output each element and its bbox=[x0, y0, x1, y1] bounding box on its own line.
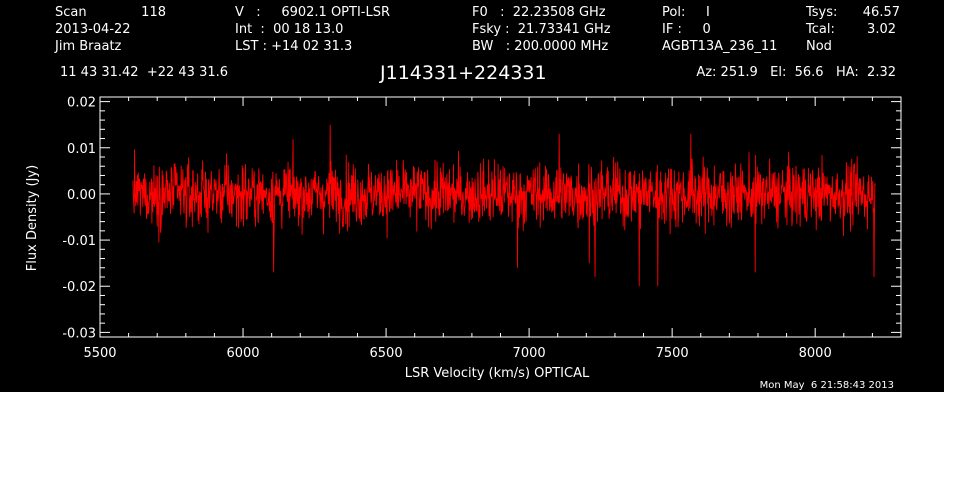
observer-name: Jim Braatz bbox=[55, 39, 122, 54]
y-tick-label: 0.00 bbox=[67, 188, 96, 203]
y-tick-label: -0.01 bbox=[62, 234, 96, 249]
y-tick-label: -0.03 bbox=[62, 326, 96, 341]
if-line: IF : 0 bbox=[662, 22, 711, 37]
bandwidth-line: BW : 200.0000 MHz bbox=[472, 39, 609, 54]
y-tick-label: 0.01 bbox=[67, 142, 96, 157]
source-coordinates: 11 43 31.42 +22 43 31.6 bbox=[60, 65, 229, 80]
lst-line: LST : +14 02 31.3 bbox=[235, 39, 353, 54]
x-tick-label: 6500 bbox=[370, 346, 403, 361]
tcal-value: 3.02 bbox=[867, 22, 896, 37]
plot-timestamp: Mon May 6 21:58:43 2013 bbox=[759, 380, 894, 391]
tsys-label: Tsys: bbox=[806, 5, 838, 20]
series-layer bbox=[132, 124, 876, 287]
label-layer: 5500 6000 6500 7000 7500 8000 0.02 0.01 0.00 -0.0… bbox=[62, 96, 831, 361]
integration-line: Int : 00 18 13.0 bbox=[235, 22, 344, 37]
tcal-label: Tcal: bbox=[806, 22, 835, 37]
x-tick-label: 8000 bbox=[799, 346, 832, 361]
tsys-value: 46.57 bbox=[862, 5, 900, 20]
spectrum-series-line bbox=[132, 124, 876, 287]
scan-label: Scan bbox=[55, 5, 87, 20]
x-tick-label: 7000 bbox=[513, 346, 546, 361]
polarization-line: Pol: I bbox=[662, 5, 710, 20]
y-tick-label: 0.02 bbox=[67, 96, 96, 111]
scan-value: 118 bbox=[141, 5, 166, 20]
y-axis-title: Flux Density (Jy) bbox=[25, 165, 40, 271]
rest-frequency-line: F0 : 22.23508 GHz bbox=[472, 5, 606, 20]
x-tick-label: 7500 bbox=[656, 346, 689, 361]
az-el-ha: Az: 251.9 El: 56.6 HA: 2.32 bbox=[696, 65, 896, 80]
project-id: AGBT13A_236_11 bbox=[662, 39, 778, 54]
obs-date: 2013-04-22 bbox=[55, 22, 131, 37]
source-name: J114331+224331 bbox=[380, 62, 547, 84]
x-axis-title: LSR Velocity (km/s) OPTICAL bbox=[405, 366, 590, 381]
velocity-line: V : 6902.1 OPTI-LSR bbox=[235, 5, 391, 20]
spectrum-chart: 5500 6000 6500 7000 7500 8000 0.02 0.01 0.00 -0.0… bbox=[25, 96, 902, 381]
x-tick-label: 6000 bbox=[226, 346, 259, 361]
plot-panel: Scan 118 2013-04-22 Jim Braatz V : 6902.… bbox=[0, 0, 944, 392]
tick-layer bbox=[99, 97, 902, 337]
x-tick-label: 5500 bbox=[83, 346, 116, 361]
y-tick-label: -0.02 bbox=[62, 280, 96, 295]
observing-mode: Nod bbox=[806, 39, 832, 54]
sky-frequency-line: Fsky : 21.73341 GHz bbox=[472, 22, 611, 37]
